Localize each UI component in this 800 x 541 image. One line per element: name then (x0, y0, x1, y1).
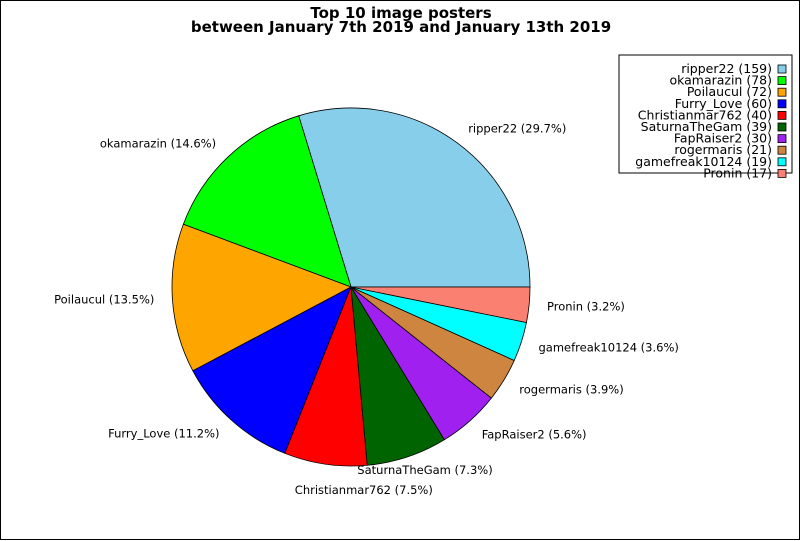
slice-label-christianmar762: Christianmar762 (7.5%) (295, 483, 433, 497)
legend-box (618, 54, 793, 174)
pie-slice-ripper22 (298, 107, 531, 288)
pie-slice-pronin (350, 286, 531, 323)
legend-swatch-rogermaris (777, 145, 787, 155)
pie-labels: ripper22 (29.7%) okamarazin (14.6%) Poilau… (54, 122, 679, 497)
legend-label-rogermaris: rogermaris (21) (674, 142, 772, 157)
slice-label-gamefreak10124: gamefreak10124 (3.6%) (539, 340, 679, 354)
legend-swatch-ripper22 (777, 64, 787, 74)
legend-swatch-saturnathegam (777, 122, 787, 132)
legend-label-christianmar762: Christianmar762 (40) (638, 107, 772, 122)
legend-label-saturnathegam: SaturnaTheGam (39) (641, 119, 772, 134)
legend-label-gamefreak10124: gamefreak10124 (19) (635, 154, 772, 169)
legend-swatch-pronin (777, 168, 787, 178)
slice-label-rogermaris: rogermaris (3.9%) (519, 382, 623, 396)
pie-slice-okamarazin (182, 115, 352, 288)
legend-label-furry-love: Furry_Love (60) (675, 96, 772, 111)
pie-slices (171, 107, 531, 467)
slice-label-poilaucul: Poilaucul (13.5%) (54, 293, 154, 307)
slice-label-fapraiser2: FapRaiser2 (5.6%) (482, 427, 587, 441)
slice-label-ripper22: ripper22 (29.7%) (468, 122, 566, 136)
legend-swatch-poilaucul (777, 87, 787, 97)
legend-swatch-okamarazin (777, 76, 787, 85)
pie-slice-poilaucul (171, 223, 352, 372)
chart-legend: ripper22 (159)okamarazin (78)Poilaucul (… (618, 54, 793, 180)
chart-title-line-1: Top 10 image posters (310, 4, 491, 22)
legend-label-fapraiser2: FapRaiser2 (30) (674, 131, 772, 146)
legend-swatch-gamefreak10124 (777, 157, 787, 167)
pie-slice-furry-love (192, 286, 352, 454)
legend-swatch-furry-love (777, 99, 787, 109)
slice-label-furry-love: Furry_Love (11.2%) (108, 427, 219, 441)
legend-label-poilaucul: Poilaucul (72) (687, 84, 772, 99)
legend-label-ripper22: ripper22 (159) (681, 61, 772, 76)
legend-swatch-fapraiser2 (777, 134, 787, 144)
slice-label-pronin: Pronin (3.2%) (547, 300, 625, 314)
legend-label-okamarazin: okamarazin (78) (669, 73, 772, 88)
slice-label-okamarazin: okamarazin (14.6%) (100, 137, 216, 151)
legend-label-pronin: Pronin (17) (703, 165, 772, 180)
chart-title-line-2: between January 7th 2019 and January 13t… (191, 18, 611, 36)
slice-label-saturnathegam: SaturnaTheGam (7.3%) (357, 463, 492, 477)
legend-swatch-christianmar762 (777, 111, 787, 120)
